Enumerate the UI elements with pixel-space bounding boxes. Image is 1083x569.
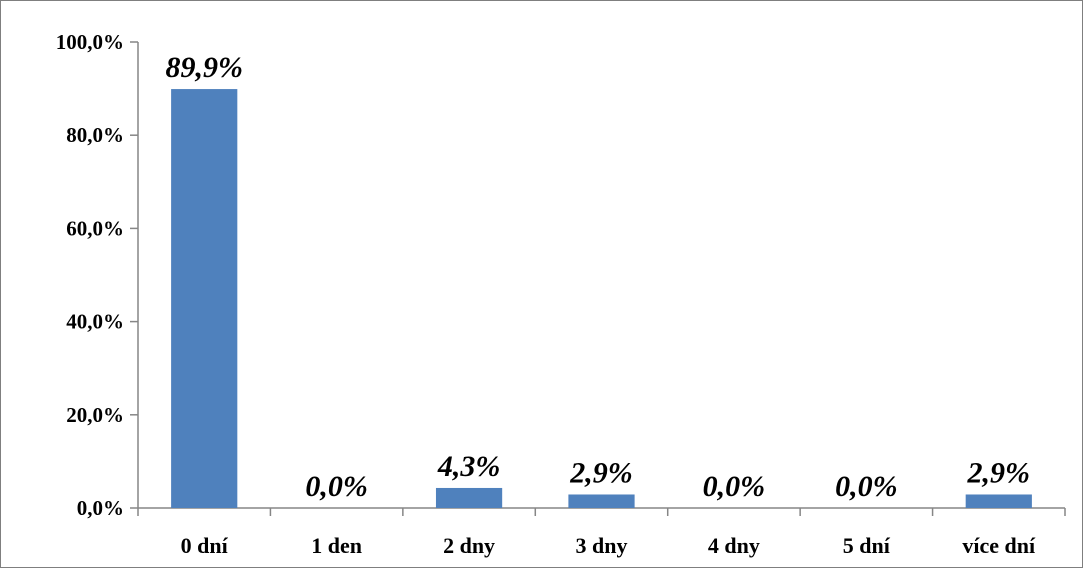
y-tick-label: 100,0% bbox=[56, 30, 124, 54]
bar bbox=[568, 494, 635, 508]
x-axis: 0 dní 1 den 2 dny 3 dny 4 dny 5 dní více dní bbox=[137, 507, 1066, 558]
bar-value-label: 2,9% bbox=[569, 456, 633, 489]
y-tick-label: 0,0% bbox=[77, 496, 124, 520]
bar bbox=[171, 89, 238, 508]
x-category-label: 3 dny bbox=[576, 533, 628, 558]
y-tick-label: 60,0% bbox=[66, 216, 124, 240]
bar-value-label: 0,0% bbox=[703, 470, 766, 503]
x-category-label: 0 dní bbox=[181, 533, 229, 558]
bar-value-label: 2,9% bbox=[967, 456, 1031, 489]
bar-value-label: 0,0% bbox=[305, 470, 368, 503]
x-category-label: 5 dní bbox=[843, 533, 891, 558]
x-category-label: 2 dny bbox=[443, 533, 495, 558]
y-tick-label: 20,0% bbox=[66, 403, 124, 427]
bar-value-label: 4,3% bbox=[437, 450, 501, 483]
y-axis: 0,0% 20,0% 40,0% 60,0% 80,0% 100,0% bbox=[56, 30, 139, 520]
bar bbox=[965, 494, 1032, 508]
bar bbox=[435, 487, 503, 508]
y-tick-label: 80,0% bbox=[66, 123, 124, 147]
bars bbox=[171, 89, 1032, 508]
x-category-label: 4 dny bbox=[708, 533, 760, 558]
data-labels: 89,9% 0,0% 4,3% 2,9% 0,0% 0,0% 2,9% bbox=[165, 51, 1030, 503]
x-category-label: 1 den bbox=[311, 533, 362, 558]
bar-value-label: 89,9% bbox=[165, 51, 243, 84]
x-category-label: více dní bbox=[962, 533, 1036, 558]
y-tick-label: 40,0% bbox=[66, 310, 124, 334]
bar-value-label: 0,0% bbox=[835, 470, 898, 503]
